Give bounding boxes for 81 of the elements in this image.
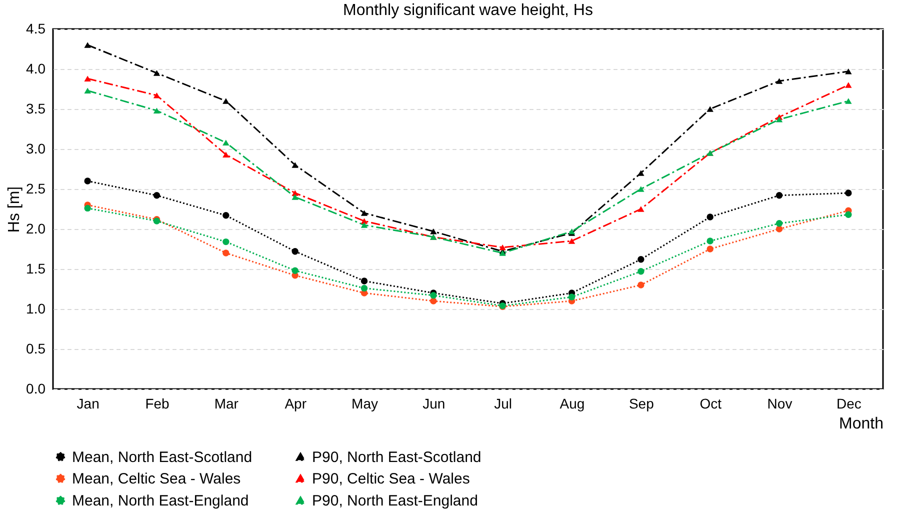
point — [638, 268, 644, 275]
point — [706, 246, 714, 252]
point — [153, 192, 160, 199]
point — [84, 76, 91, 82]
y-tick-label: 0.5 — [26, 340, 46, 356]
x-tick-label: Aug — [560, 396, 585, 412]
point — [292, 267, 298, 274]
x-tick-label: Jul — [494, 396, 512, 412]
legend-label: P90, Celtic Sea - Wales — [312, 470, 470, 488]
y-tick-label: 4.0 — [26, 60, 46, 76]
point — [499, 244, 506, 250]
y-tick-label: 1.5 — [26, 260, 46, 276]
y-tick-label: 0.0 — [26, 380, 46, 396]
x-tick-label: Feb — [145, 396, 170, 412]
y-tick-label: 2.5 — [26, 180, 46, 196]
y-axis-title: Hs [m] — [6, 186, 24, 233]
point — [430, 228, 437, 234]
x-tick-label: Jan — [76, 396, 100, 412]
point — [360, 278, 368, 284]
point — [153, 108, 160, 114]
point — [638, 282, 644, 288]
y-tick-label: 3.5 — [26, 100, 46, 116]
point — [430, 298, 437, 304]
point — [638, 186, 644, 192]
y-tick-label: 2.0 — [26, 220, 46, 236]
point — [845, 82, 852, 88]
y-tick-label: 3.0 — [26, 140, 46, 156]
point — [568, 238, 576, 244]
x-tick-label: Mar — [214, 396, 239, 412]
point — [430, 292, 437, 299]
x-tick-label: May — [352, 396, 378, 412]
legend-label: P90, North East-Scotland — [312, 448, 482, 466]
point — [84, 178, 91, 184]
legend-label: Mean, Celtic Sea - Wales — [72, 470, 241, 488]
point — [845, 98, 852, 104]
point — [776, 116, 783, 122]
point — [706, 214, 714, 220]
x-tick-label: Dec — [836, 396, 862, 412]
point — [292, 194, 298, 200]
legend-label: P90, North East-England — [312, 492, 478, 510]
legend-label: Mean, North East-Scotland — [72, 448, 252, 466]
x-tick-label: Oct — [700, 396, 722, 412]
point — [84, 88, 91, 94]
point — [638, 206, 644, 212]
point — [84, 42, 91, 48]
y-tick-label: 1.0 — [26, 300, 46, 316]
y-tick-label: 4.5 — [26, 20, 46, 36]
x-tick-label: Apr — [284, 396, 307, 412]
point — [153, 92, 160, 98]
point — [360, 222, 368, 228]
point — [292, 162, 298, 168]
x-tick-label: Jun — [422, 396, 446, 412]
x-tick-label: Nov — [767, 396, 792, 412]
point — [706, 238, 714, 244]
point — [568, 294, 576, 300]
point — [776, 226, 783, 232]
point — [776, 192, 783, 199]
point — [360, 284, 368, 292]
point — [84, 204, 91, 212]
point — [638, 170, 644, 176]
point — [638, 256, 644, 263]
point — [776, 78, 783, 84]
point — [776, 220, 783, 227]
x-axis-title: Month — [839, 416, 884, 432]
point — [845, 68, 852, 74]
x-tick-label: Sep — [628, 396, 654, 412]
point — [292, 248, 298, 255]
point — [222, 98, 230, 104]
point — [360, 210, 368, 216]
point — [222, 140, 230, 146]
point — [845, 211, 852, 218]
point — [222, 212, 230, 219]
point — [292, 190, 298, 196]
point — [222, 152, 230, 158]
point — [222, 250, 230, 256]
point — [222, 238, 230, 246]
point — [153, 70, 160, 76]
point — [706, 106, 714, 112]
point — [845, 190, 852, 196]
legend-label: Mean, North East-England — [72, 492, 249, 510]
chart-title: Monthly significant wave height, Hs — [343, 2, 593, 19]
